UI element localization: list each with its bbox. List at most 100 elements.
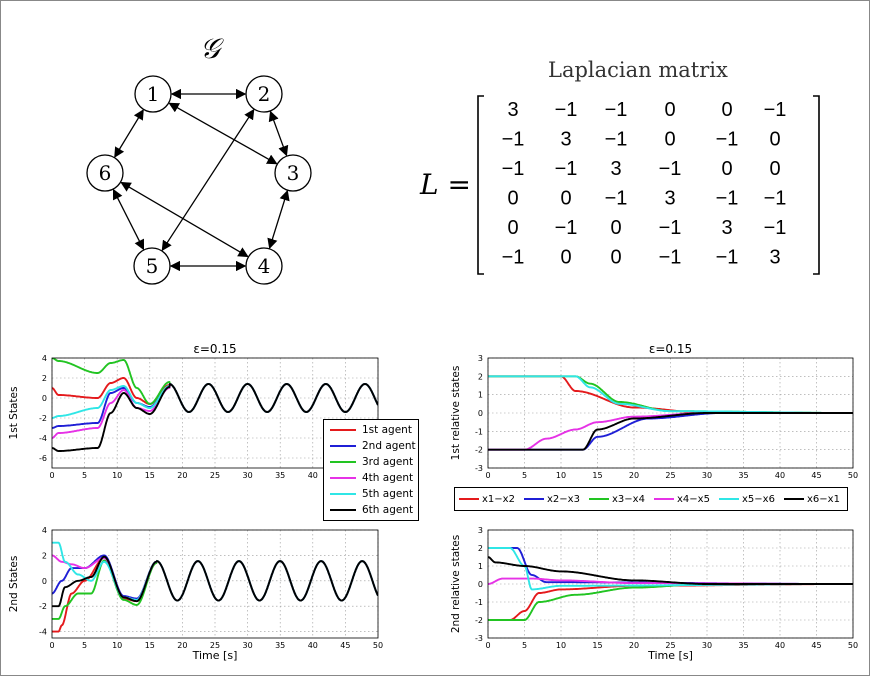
legend-entry: x6−x1	[784, 491, 840, 507]
y-axis-label: 2nd States	[8, 556, 20, 613]
matrix-cell: −1	[764, 188, 787, 210]
y-tick-label: 2	[478, 372, 483, 381]
legend-entry: 1st agent	[330, 423, 412, 437]
matrix-cell: −1	[716, 129, 739, 151]
y-axis-label: 1st States	[8, 387, 20, 440]
matrix-cell: 0	[610, 247, 621, 269]
matrix-cell: 0	[721, 99, 732, 121]
legend-label: x1−x2	[482, 493, 515, 505]
y-tick-label: 2	[42, 374, 47, 383]
y-tick-label: -2	[39, 602, 47, 611]
x-tick-label: 25	[665, 471, 675, 480]
matrix-cell: −1	[502, 247, 525, 269]
y-tick-label: 3	[478, 526, 483, 535]
graph-node-label: 4	[258, 254, 271, 278]
series-line	[52, 555, 378, 608]
x-tick-label: 20	[177, 641, 187, 650]
y-tick-label: -2	[39, 414, 47, 423]
legend-label: x3−x4	[612, 493, 645, 505]
graph-edge	[168, 102, 278, 165]
x-tick-label: 0	[49, 471, 54, 480]
graph-node-6	[86, 154, 124, 192]
matrix-cell: −1	[502, 158, 525, 180]
graph-node-3	[274, 154, 312, 192]
matrix-symbol: L =	[420, 168, 471, 201]
y-tick-label: -2	[475, 446, 483, 455]
x-tick-label: 5	[522, 471, 527, 480]
matrix-cell: 0	[507, 217, 518, 239]
series-line	[488, 412, 853, 451]
matrix-cell: −1	[555, 99, 578, 121]
x-tick-label: 5	[82, 641, 87, 650]
matrix-cell: 0	[769, 129, 780, 151]
x-tick-label: 30	[243, 471, 253, 480]
matrix-cell: −1	[659, 158, 682, 180]
graph-edges	[112, 88, 290, 272]
legend-entry: x5−x6	[719, 491, 775, 507]
matrix-cell: −1	[659, 247, 682, 269]
graph-edge	[112, 188, 145, 251]
legend-label: x6−x1	[807, 493, 840, 505]
y-tick-label: -3	[475, 634, 483, 643]
legend-swatch	[330, 429, 356, 431]
graph-diagram: 𝒢 1 2 3 4 5 6	[86, 32, 312, 285]
matrix-cell: 0	[507, 188, 518, 210]
legend-label: 6th agent	[362, 504, 414, 516]
matrix-cell: −1	[555, 217, 578, 239]
y-tick-label: 0	[42, 394, 47, 403]
graph-node-5	[133, 247, 171, 285]
matrix-cell: 0	[721, 158, 732, 180]
legend-swatch	[589, 498, 609, 500]
x-tick-label: 40	[308, 641, 318, 650]
legend-swatch	[330, 445, 356, 447]
x-tick-label: 10	[112, 471, 122, 480]
x-tick-label: 35	[275, 471, 285, 480]
matrix-cell: 0	[610, 217, 621, 239]
x-tick-label: 40	[775, 471, 785, 480]
matrix-cell: 0	[664, 129, 675, 151]
graph-node-label: 5	[146, 254, 159, 278]
graph-node-2	[245, 75, 283, 113]
x-tick-label: 30	[243, 641, 253, 650]
x-tick-label: 25	[210, 471, 220, 480]
graph-edge	[114, 109, 144, 158]
graph-node-label: 2	[258, 82, 271, 106]
relative-legend: x1−x2 x2−x3 x3−x4 x4−x5 x5−x6 x6−x1	[454, 487, 848, 511]
y-tick-label: 1	[478, 391, 483, 400]
y-tick-label: 1	[478, 562, 483, 571]
matrix-cell: 0	[560, 247, 571, 269]
x-tick-label: 10	[112, 641, 122, 650]
x-tick-label: 30	[702, 641, 712, 650]
x-tick-label: 45	[340, 641, 350, 650]
legend-swatch	[330, 461, 356, 463]
x-tick-label: 50	[373, 641, 383, 650]
legend-entry: x4−x5	[654, 491, 710, 507]
x-tick-label: 0	[485, 641, 490, 650]
x-tick-label: 50	[848, 471, 858, 480]
graph-title: 𝒢	[200, 32, 224, 65]
legend-entry: 6th agent	[330, 503, 413, 517]
legend-label: x2−x3	[547, 493, 580, 505]
graph-node-1	[134, 75, 172, 113]
legend-entry: 4th agent	[330, 471, 413, 485]
matrix-cell: −1	[605, 129, 628, 151]
x-tick-label: 10	[556, 471, 566, 480]
x-axis-label: Time [s]	[647, 649, 693, 662]
x-tick-label: 50	[848, 641, 858, 650]
legend-label: x4−x5	[677, 493, 710, 505]
agent-legend: 1st agent 2nd agent 3rd agent 4th agent 5th …	[323, 419, 419, 521]
legend-label: 4th agent	[362, 472, 414, 484]
x-tick-label: 10	[556, 641, 566, 650]
legend-label: 2nd agent	[362, 440, 416, 452]
plot-border	[51, 357, 379, 469]
matrix-cell: 3	[721, 217, 732, 239]
x-tick-label: 20	[629, 471, 639, 480]
graph-edge	[268, 110, 289, 157]
matrix-cell: −1	[764, 217, 787, 239]
legend-entry: 2nd agent	[330, 439, 416, 453]
laplacian-matrix: 3 −1 −1 0 0 −1 −1 3 −1 0 −1 0 −1 −1 3 −1 0 0 0 0 −1 3 −1 −1 0 −1 0…	[477, 95, 820, 275]
legend-label: x5−x6	[742, 493, 775, 505]
legend-swatch	[330, 493, 356, 495]
